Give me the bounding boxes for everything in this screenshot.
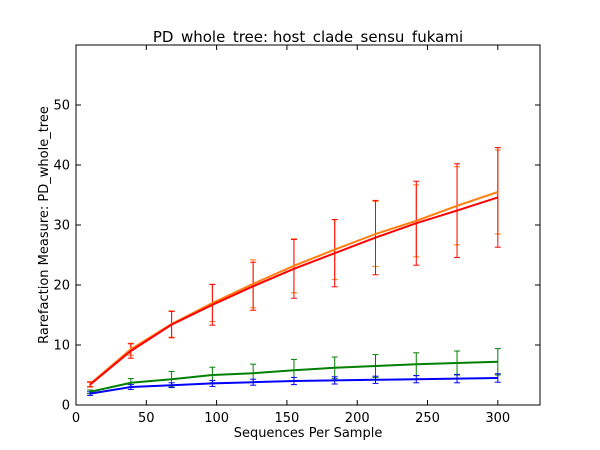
y-axis: 0 10 20 30 40 50 — [53, 99, 540, 414]
y-tick-label: 50 — [53, 99, 70, 114]
x-tick-label: 300 — [485, 411, 510, 426]
y-tick-label: 30 — [53, 219, 70, 234]
y-tick-label: 0 — [62, 399, 70, 414]
x-tick-label: 200 — [345, 411, 370, 426]
series-3 — [87, 373, 501, 396]
x-tick-label: 150 — [274, 411, 299, 426]
y-tick-label: 10 — [53, 339, 70, 354]
y-axis-label: Rarefaction Measure: PD_whole_tree — [37, 106, 52, 344]
x-tick-label: 100 — [204, 411, 229, 426]
series-line-1 — [89, 196, 499, 386]
series-layer — [87, 147, 501, 396]
y-tick-label: 40 — [53, 159, 70, 174]
x-tick-label: 0 — [72, 411, 80, 426]
series-line-2 — [89, 360, 498, 393]
x-tick-label: 250 — [415, 411, 440, 426]
y-tick-label: 20 — [53, 279, 70, 294]
chart-title: PD_whole_tree: host_clade_sensu_fukami — [153, 28, 463, 47]
series-line-3 — [89, 377, 498, 395]
x-axis-label: Sequences Per Sample — [234, 426, 383, 441]
plot-frame — [75, 44, 541, 406]
series-1 — [87, 147, 501, 388]
x-axis: 0 50 100 150 200 250 300 — [72, 45, 510, 426]
x-tick-label: 50 — [138, 411, 155, 426]
